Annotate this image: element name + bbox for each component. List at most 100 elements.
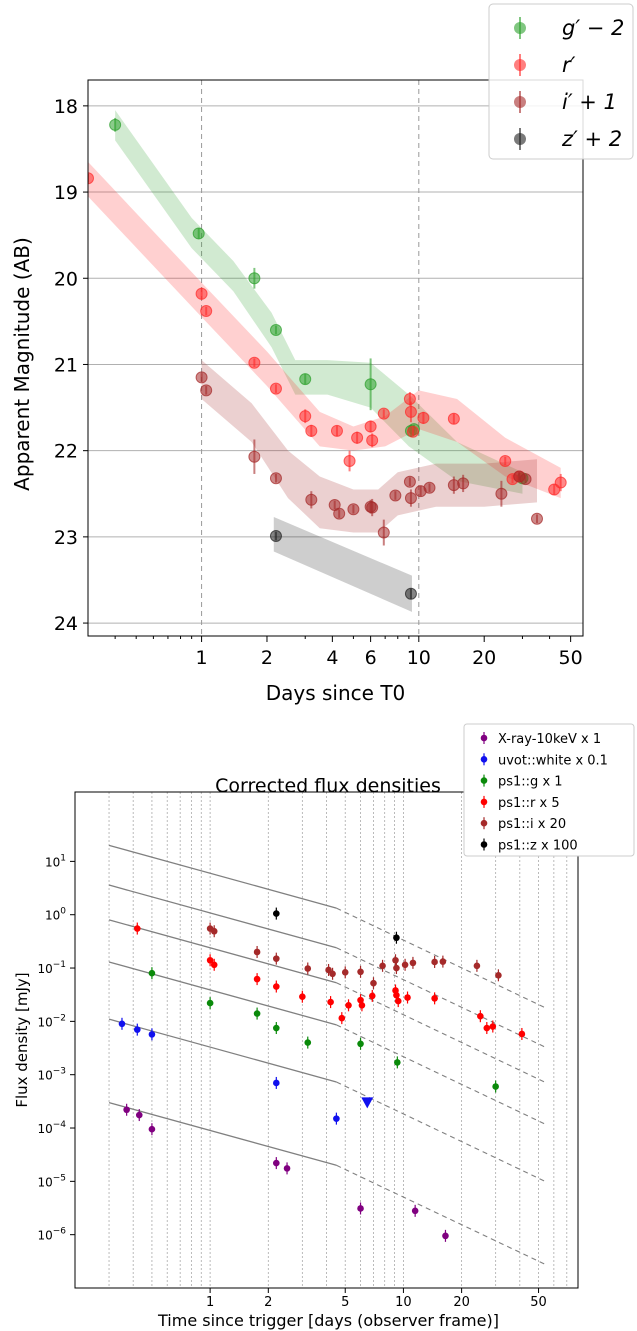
data-point	[401, 961, 409, 969]
data-point	[148, 969, 156, 977]
x-tick-label: 20	[472, 647, 496, 669]
data-point	[357, 968, 364, 976]
y-tick-exponent: −2	[53, 1013, 66, 1023]
y-tick-exponent: −5	[53, 1173, 66, 1183]
y-tick-exponent: 0	[60, 907, 66, 917]
y-tick-label: 100	[45, 907, 66, 923]
data-point	[364, 420, 377, 433]
legend-label: ps1::g x 1	[498, 775, 563, 790]
data-point	[305, 424, 318, 437]
data-point	[495, 487, 508, 500]
data-point	[333, 507, 346, 520]
legend-label: ps1::z x 100	[498, 839, 578, 854]
data-point	[473, 962, 481, 970]
data-point	[495, 972, 502, 979]
y-tick-label: 10−3	[37, 1067, 66, 1083]
data-point	[299, 373, 312, 386]
data-point	[273, 955, 280, 962]
legend-label: uvot::white x 0.1	[498, 753, 608, 768]
data-point	[330, 424, 343, 437]
data-point	[404, 405, 417, 418]
x-tick-label: 5	[341, 1295, 349, 1310]
data-point	[299, 993, 306, 1001]
data-point	[368, 992, 376, 1000]
data-point	[358, 1002, 366, 1009]
data-point	[409, 959, 417, 967]
x-tick-label: 1	[206, 1295, 214, 1310]
data-point	[200, 305, 213, 318]
fit-line-solid	[108, 844, 337, 909]
data-point	[206, 956, 214, 964]
legend-marker	[514, 133, 526, 145]
legend-marker	[480, 734, 488, 742]
plot-area	[88, 110, 567, 612]
model-band	[115, 110, 523, 494]
data-point	[253, 948, 261, 956]
data-point	[299, 410, 312, 423]
data-point	[389, 489, 402, 502]
x-tick-label: 2	[264, 1295, 272, 1310]
data-point	[519, 473, 532, 486]
data-point	[393, 964, 400, 972]
data-point	[210, 961, 218, 969]
data-point	[273, 983, 280, 990]
data-point	[248, 356, 261, 369]
data-point	[341, 969, 349, 976]
legend-label: X-ray-10keV x 1	[498, 732, 601, 747]
data-point	[366, 434, 379, 447]
data-point	[431, 995, 438, 1002]
data-point	[273, 910, 280, 917]
data-point	[379, 962, 386, 970]
data-point	[304, 965, 312, 972]
legend-box	[463, 723, 635, 857]
data-point	[370, 979, 377, 987]
data-point	[492, 1083, 499, 1090]
x-tick-label: 10	[407, 647, 431, 669]
data-point	[269, 530, 282, 543]
fit-line-solid	[108, 1101, 337, 1166]
y-tick-label: 10−1	[37, 960, 66, 976]
data-point	[554, 476, 567, 489]
y-tick-label: 18	[54, 96, 78, 118]
data-point	[442, 1232, 449, 1240]
data-point	[195, 287, 208, 300]
legend-marker	[514, 22, 526, 34]
y-tick-label: 24	[54, 613, 78, 635]
data-point	[273, 1159, 280, 1167]
legend-marker	[514, 96, 526, 108]
y-axis-label: Flux density [mJy]	[13, 972, 31, 1107]
data-point	[403, 392, 416, 405]
plot-frame	[74, 791, 579, 1289]
y-tick-exponent: −1	[53, 960, 66, 970]
data-point	[88, 172, 94, 185]
data-point	[248, 272, 261, 285]
data-point	[253, 1010, 261, 1017]
y-tick-label: 10−2	[37, 1013, 66, 1029]
data-point	[351, 431, 364, 444]
data-point	[200, 384, 213, 397]
y-tick-exponent: −3	[53, 1067, 66, 1077]
data-point	[404, 587, 417, 600]
y-tick-label: 101	[45, 853, 66, 869]
y-tick-label: 23	[54, 527, 78, 549]
x-axis-label: Time since trigger [days (observer frame…	[157, 1311, 499, 1330]
data-point	[364, 378, 377, 391]
fit-line-solid	[108, 1018, 337, 1083]
legend-label: g′ − 2	[562, 16, 624, 40]
data-point	[366, 501, 379, 514]
fit-line-dashed	[336, 1081, 547, 1183]
data-point	[393, 934, 400, 942]
data-point	[489, 1023, 497, 1030]
data-point	[269, 472, 282, 485]
data-point	[273, 1079, 280, 1087]
data-point	[477, 1012, 484, 1020]
data-point	[338, 1014, 346, 1022]
data-point	[269, 323, 282, 336]
data-point	[377, 526, 390, 539]
y-tick-label: 10−5	[37, 1173, 66, 1189]
legend: g′ − 2 r′ i′ + 1 z′ + 2	[488, 3, 634, 160]
data-point	[206, 999, 214, 1007]
data-point	[327, 998, 334, 1006]
